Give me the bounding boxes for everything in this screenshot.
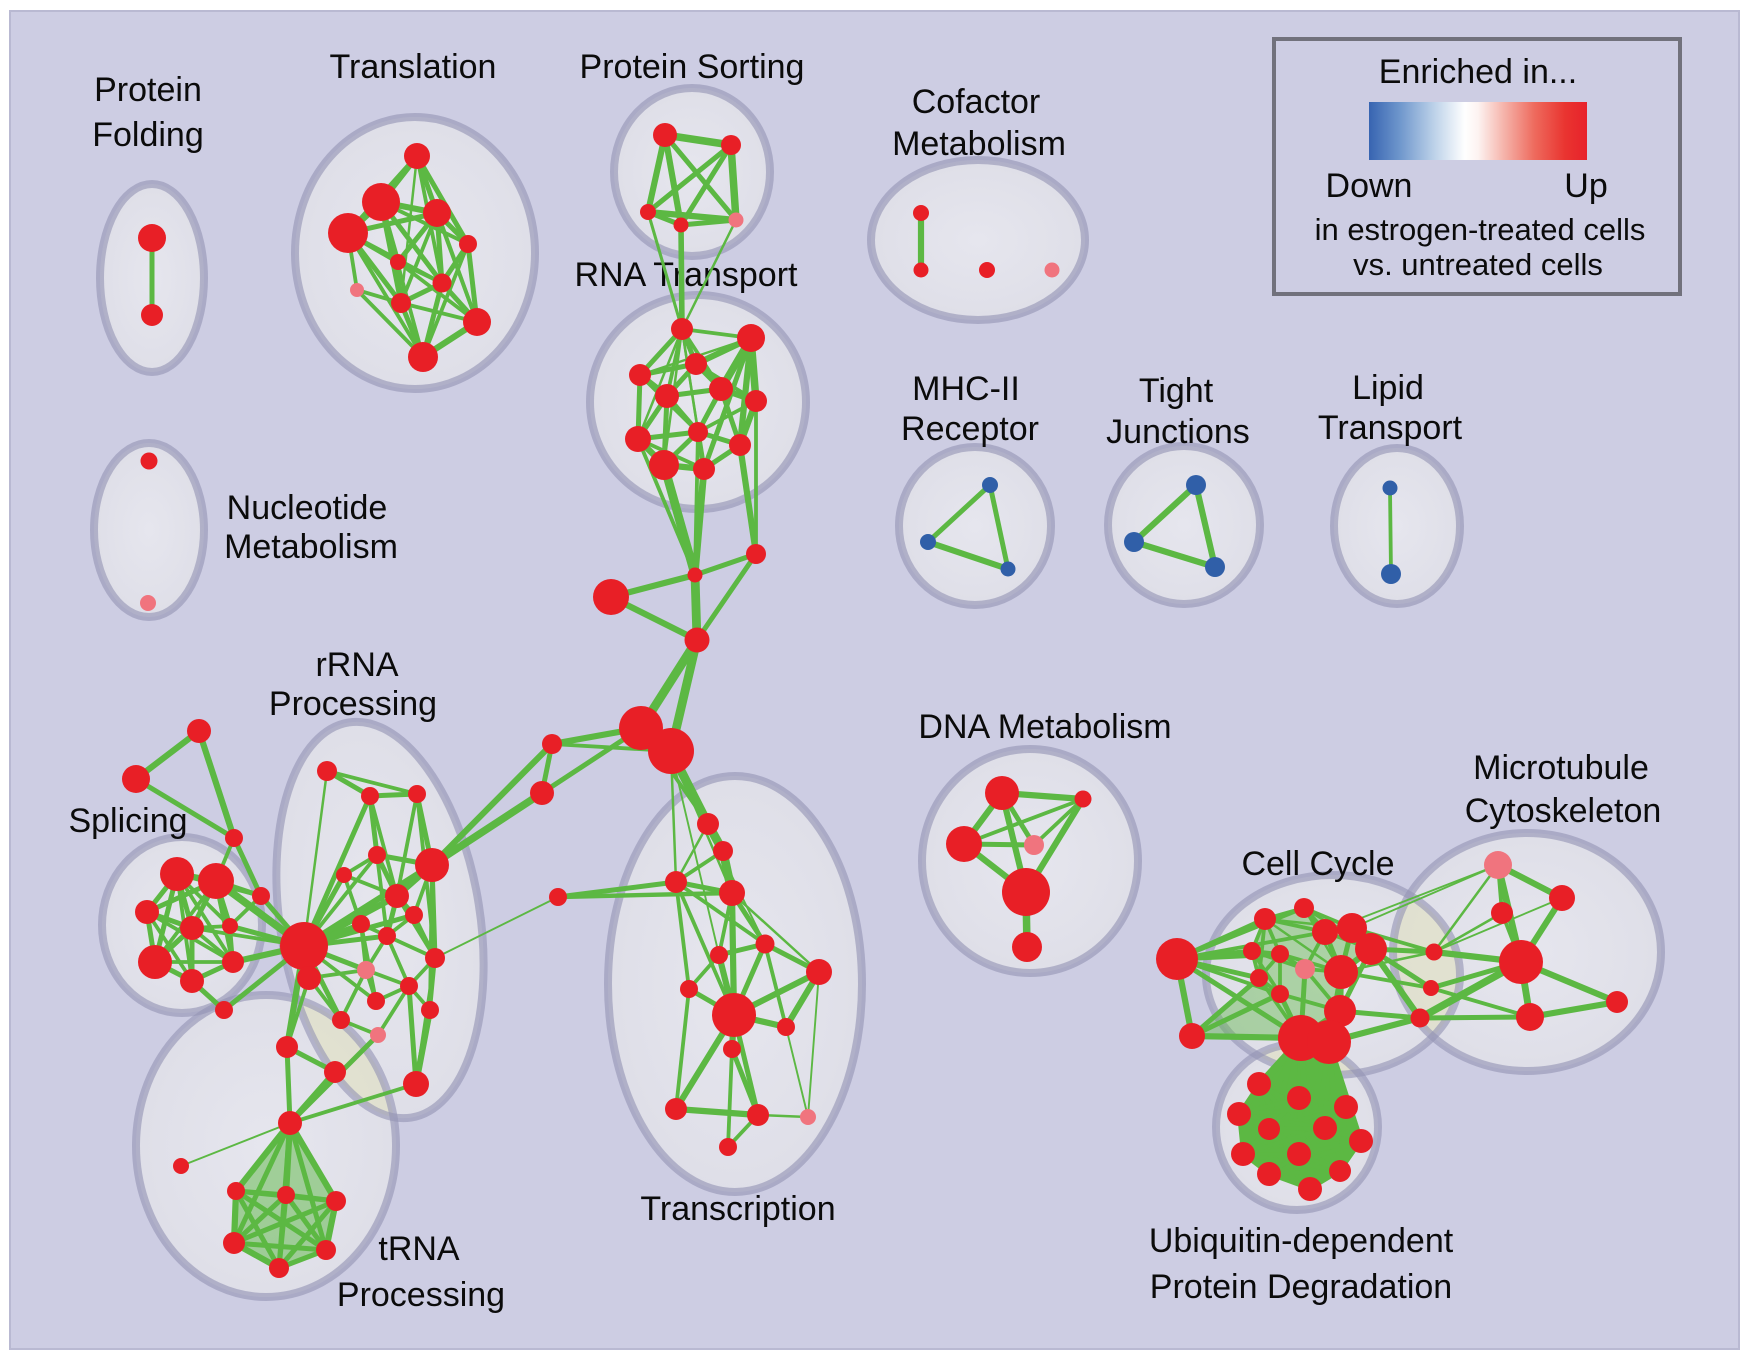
svg-text:Folding: Folding <box>92 116 204 154</box>
svg-text:rRNA: rRNA <box>315 646 398 684</box>
svg-text:Enriched in...: Enriched in... <box>1379 53 1577 91</box>
svg-text:Lipid: Lipid <box>1352 369 1424 407</box>
svg-text:DNA Metabolism: DNA Metabolism <box>918 708 1171 746</box>
svg-text:Processing: Processing <box>337 1276 505 1314</box>
svg-text:Ubiquitin-dependent: Ubiquitin-dependent <box>1149 1222 1454 1260</box>
svg-text:Nucleotide: Nucleotide <box>227 489 388 527</box>
svg-text:Transcription: Transcription <box>640 1190 835 1228</box>
svg-text:Splicing: Splicing <box>68 802 187 840</box>
svg-text:Metabolism: Metabolism <box>892 125 1066 163</box>
svg-text:Up: Up <box>1564 167 1607 205</box>
svg-text:Receptor: Receptor <box>901 410 1039 448</box>
svg-text:Cell Cycle: Cell Cycle <box>1241 845 1394 883</box>
svg-text:Metabolism: Metabolism <box>224 528 398 566</box>
svg-text:Microtubule: Microtubule <box>1473 749 1649 787</box>
svg-text:Tight: Tight <box>1139 372 1214 410</box>
svg-text:Translation: Translation <box>330 48 497 86</box>
svg-text:Protein Degradation: Protein Degradation <box>1150 1268 1452 1306</box>
svg-text:MHC-II: MHC-II <box>912 370 1020 408</box>
svg-text:Processing: Processing <box>269 685 437 723</box>
svg-text:Down: Down <box>1326 167 1413 205</box>
svg-text:Cytoskeleton: Cytoskeleton <box>1465 792 1662 830</box>
svg-text:Junctions: Junctions <box>1106 413 1250 451</box>
svg-text:Protein: Protein <box>94 71 202 109</box>
svg-text:Protein Sorting: Protein Sorting <box>580 48 805 86</box>
svg-text:in estrogen-treated cells: in estrogen-treated cells <box>1315 212 1646 247</box>
svg-text:Cofactor: Cofactor <box>912 83 1041 121</box>
svg-text:tRNA: tRNA <box>378 1230 460 1268</box>
svg-text:Transport: Transport <box>1318 409 1463 447</box>
svg-text:RNA Transport: RNA Transport <box>575 256 799 294</box>
svg-text:vs. untreated cells: vs. untreated cells <box>1353 247 1603 282</box>
